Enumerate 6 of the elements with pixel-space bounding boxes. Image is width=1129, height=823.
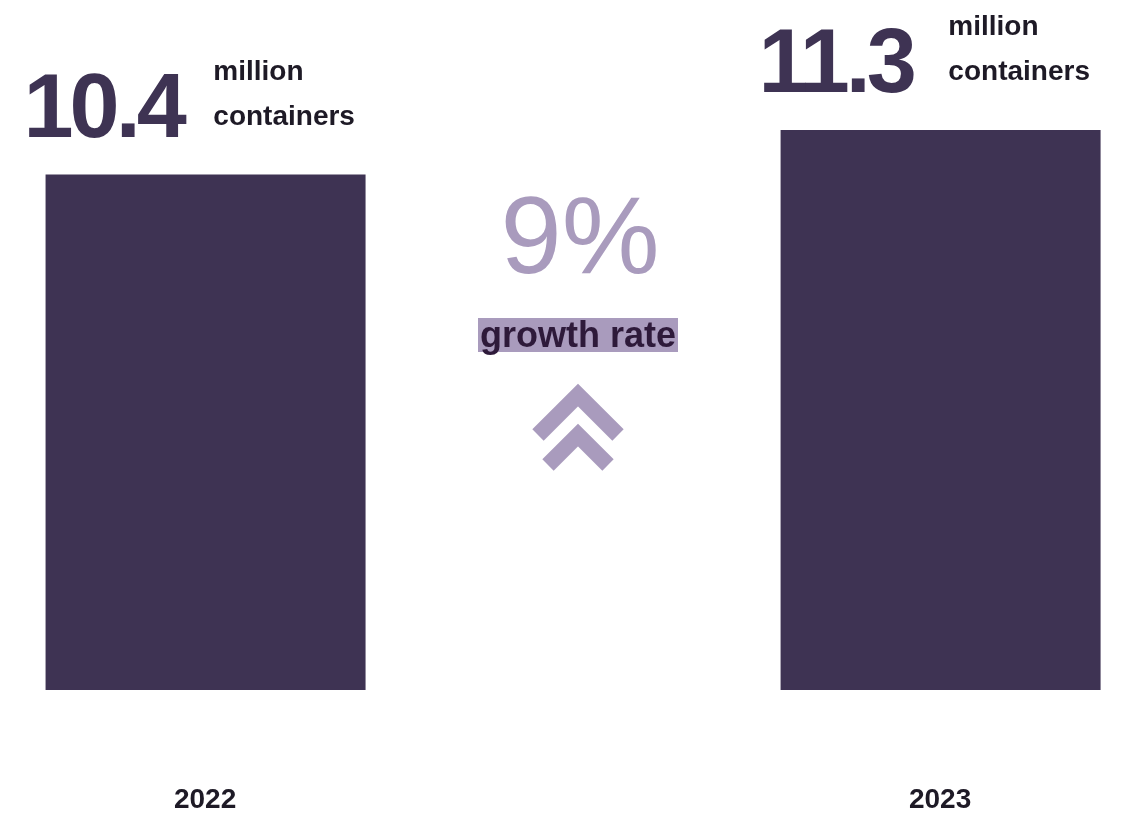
annotation: growth rate: [479, 314, 677, 355]
x-tick-label: 2022: [173, 782, 237, 814]
x-tick-label: 2023: [908, 782, 972, 814]
data-label: 10.4 million containers: [23, 54, 355, 156]
annotation: 9%: [499, 173, 661, 296]
data-label: 11.3 million containers: [758, 10, 1090, 111]
